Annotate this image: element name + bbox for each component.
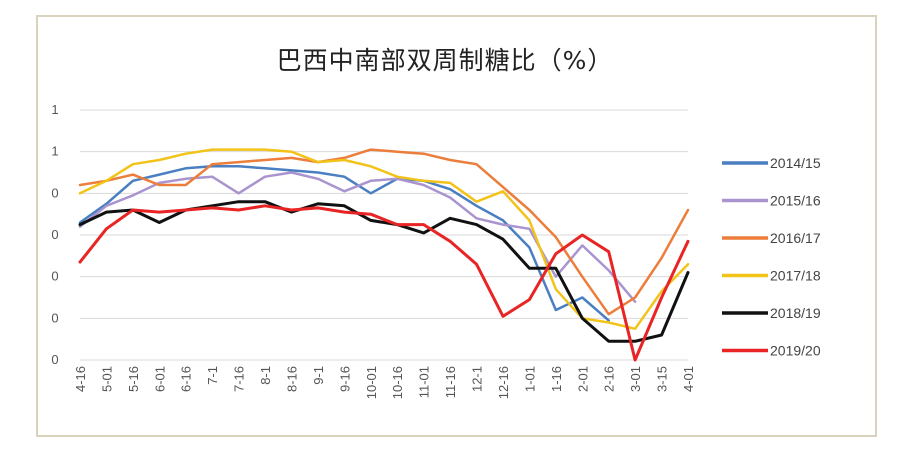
x-tick-label: 1-01 [522,366,537,392]
x-tick-label: 12-16 [496,366,511,399]
series-line-2014-15 [78,165,610,322]
legend-label: 2018/19 [770,305,821,321]
x-tick-label: 3-15 [655,366,670,392]
x-tick-label: 2-01 [575,366,590,392]
x-tick-label: 2-16 [602,366,617,392]
legend-label: 2019/20 [770,343,821,359]
legend-item: 2014/15 [722,155,821,171]
x-tick-label: 8-16 [284,366,299,392]
series-line-2016-17 [78,148,690,316]
y-tick-label: 1 [51,144,58,159]
x-tick-label: 3-01 [628,366,643,392]
y-tick-label: 1 [51,102,58,117]
legend-item: 2017/18 [722,268,821,284]
x-tick-label: 10-01 [364,366,379,399]
series-line-2019-20 [78,204,690,362]
x-tick-label: 4-01 [681,366,696,392]
gridlines [80,109,688,361]
x-tick-label: 12-1 [470,366,485,392]
x-tick-label: 4-16 [73,366,88,392]
legend-label: 2017/18 [770,268,821,284]
legend: 2014/15 2015/16 2016/17 2017/18 2018/19 2019/… [722,155,821,359]
x-tick-label: 6-01 [152,366,167,392]
series-lines [78,148,690,362]
x-tick-label: 8-1 [258,366,273,385]
x-tick-label: 7-16 [232,366,247,392]
x-tick-label: 7-1 [205,366,220,385]
x-tick-label: 10-16 [390,366,405,399]
y-axis-ticks: 1 1 0 0 0 0 0 [51,102,58,367]
legend-item: 2015/16 [722,193,821,209]
x-tick-label: 11-16 [443,366,458,398]
legend-item: 2018/19 [722,305,821,321]
x-tick-label: 11-01 [417,366,432,398]
chart-frame [36,15,877,437]
legend-item: 2016/17 [722,230,821,246]
y-tick-label: 0 [51,185,58,200]
legend-label: 2016/17 [770,230,821,246]
chart-title: 巴西中南部双周制糖比（%） [277,46,614,75]
legend-label: 2014/15 [770,155,821,171]
x-tick-label: 5-01 [99,366,114,392]
x-tick-label: 5-16 [126,366,141,392]
legend-item: 2019/20 [722,343,821,359]
legend-label: 2015/16 [770,193,821,209]
x-tick-label: 1-16 [549,366,564,392]
series-line-2017-18 [78,148,690,331]
y-tick-label: 0 [51,310,58,325]
x-tick-label: 6-16 [179,366,194,392]
x-tick-label: 9-16 [337,366,352,392]
x-axis-ticks: 4-16 5-01 5-16 6-01 6-16 7-1 7-16 8-1 8-16 9-1 9-1… [73,366,696,399]
series-line-2018-19 [78,200,690,343]
y-tick-label: 0 [51,269,58,284]
x-tick-label: 9-1 [311,366,326,385]
y-tick-label: 0 [51,227,58,242]
y-tick-label: 0 [51,352,58,367]
